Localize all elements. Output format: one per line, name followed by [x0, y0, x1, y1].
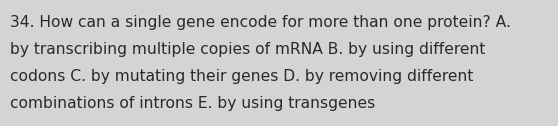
Text: combinations of introns E. by using transgenes: combinations of introns E. by using tran…: [10, 96, 376, 111]
Text: 34. How can a single gene encode for more than one protein? A.: 34. How can a single gene encode for mor…: [10, 15, 511, 30]
Text: by transcribing multiple copies of mRNA B. by using different: by transcribing multiple copies of mRNA …: [10, 42, 485, 57]
Text: codons C. by mutating their genes D. by removing different: codons C. by mutating their genes D. by …: [10, 69, 473, 84]
